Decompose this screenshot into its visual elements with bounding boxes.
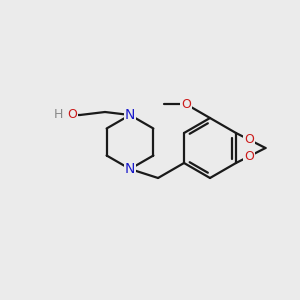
Text: O: O [244,133,254,146]
Text: N: N [125,162,135,176]
Text: O: O [244,150,254,163]
Text: H: H [53,109,63,122]
Text: O: O [181,98,191,110]
Text: N: N [125,108,135,122]
Text: O: O [67,109,77,122]
